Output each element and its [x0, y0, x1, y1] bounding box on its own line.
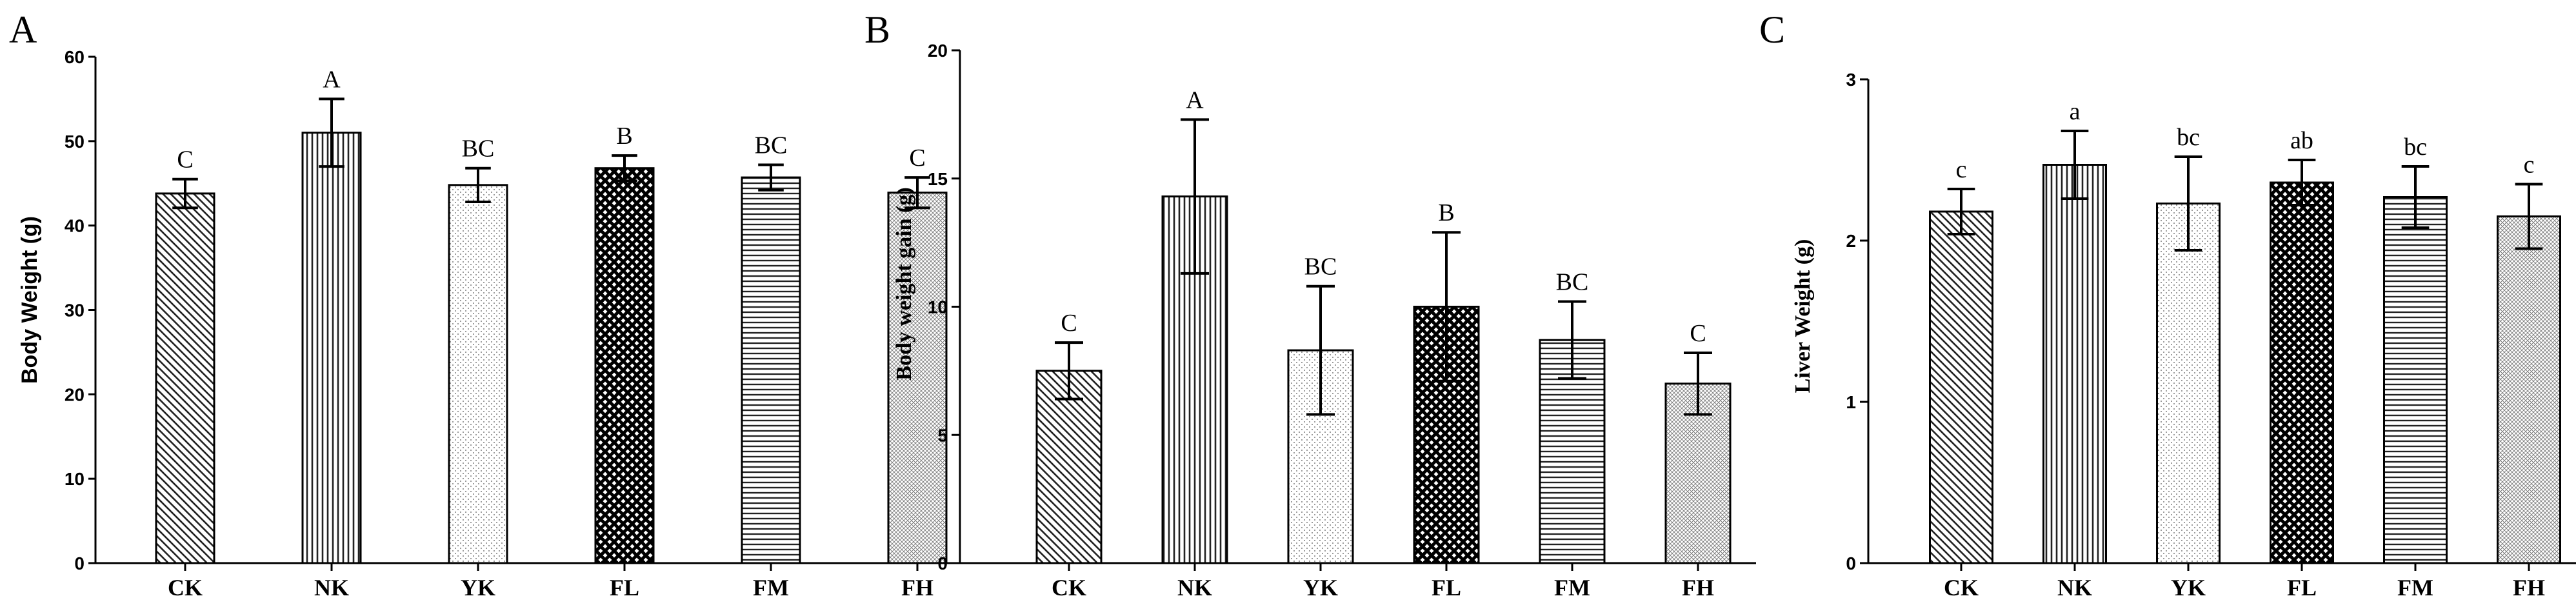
x-tick-label: NK [314, 575, 349, 601]
significance-label: c [2524, 152, 2535, 179]
bar-fh [2497, 215, 2561, 564]
significance-label: B [616, 123, 632, 150]
bar-ck [1929, 210, 1993, 564]
y-tick-label: 10 [65, 469, 85, 489]
significance-label: C [1690, 320, 1706, 347]
panel-letter-c: C [1759, 8, 1785, 51]
bar-fm [2383, 196, 2448, 564]
significance-label: bc [2404, 134, 2427, 161]
y-tick-label: 50 [65, 132, 85, 152]
plot-area: 0 5 10 15 20 CK C NK A YK BC FL B FM BC FH C [928, 41, 1756, 601]
significance-label: C [909, 144, 925, 172]
significance-label: BC [462, 135, 495, 163]
bar-nk [2042, 164, 2107, 564]
significance-label: c [1956, 156, 1967, 183]
x-tick-label: FH [2513, 575, 2545, 601]
x-tick-label: YK [1303, 575, 1338, 601]
x-tick-label: FM [1554, 575, 1590, 601]
bar-fl [594, 167, 655, 564]
significance-label: C [1061, 310, 1077, 337]
y-tick-label: 1 [1846, 392, 1856, 412]
bar-fl [2270, 181, 2334, 564]
significance-label: ab [2290, 127, 2313, 154]
panel-letter-a: A [9, 8, 37, 51]
bar-ck [1035, 370, 1103, 564]
y-axis-title: Body Weight (g) [17, 216, 42, 384]
y-tick-label: 15 [928, 169, 948, 189]
bar-yk [448, 184, 508, 564]
x-tick-label: YK [2171, 575, 2206, 601]
significance-label: a [2070, 98, 2081, 125]
plot-area: 0 1 2 3 CK c NK a YK bc FL ab FM bc FH c [1846, 70, 2576, 601]
y-tick-label: 0 [1846, 553, 1856, 573]
y-tick-label: 40 [65, 216, 85, 236]
x-tick-label: FL [610, 575, 639, 601]
significance-label: BC [1304, 253, 1337, 281]
panel-c: C Liver Weight (g) 0 1 2 3 CK c NK a YK bc FL ab FM b… [1759, 8, 2576, 601]
x-tick-label: YK [461, 575, 495, 601]
bar-fm [741, 176, 801, 564]
panel-letter-b: B [864, 8, 890, 51]
significance-label: BC [1556, 269, 1589, 296]
significance-label: bc [2177, 124, 2200, 151]
significance-label: A [323, 66, 341, 93]
significance-label: C [177, 146, 193, 174]
bar-ck [155, 192, 215, 564]
y-tick-label: 0 [74, 553, 85, 573]
y-tick-label: 60 [65, 47, 85, 67]
bar-yk [2156, 203, 2221, 564]
y-tick-label: 0 [937, 553, 948, 573]
x-tick-label: NK [2057, 575, 2092, 601]
y-axis-title: Body weight gain (g) [892, 187, 916, 380]
x-tick-label: CK [1944, 575, 1979, 601]
x-tick-label: FH [1682, 575, 1714, 601]
panel-b: B Body weight gain (g) 0 5 10 15 20 CK C NK A YK B… [864, 8, 1756, 601]
y-tick-label: 20 [928, 41, 948, 61]
significance-label: A [1186, 86, 1204, 114]
x-tick-label: FH [901, 575, 934, 601]
y-tick-label: 30 [65, 301, 85, 321]
bar-fh [887, 192, 948, 564]
significance-label: B [1438, 199, 1454, 226]
panel-a: A Body Weight (g) 0102030405060CKCNKAYKB… [9, 8, 972, 601]
y-tick-label: 5 [937, 425, 948, 445]
y-tick-label: 2 [1846, 231, 1856, 251]
y-axis-title: Liver Weight (g) [1791, 239, 1815, 393]
y-tick-label: 10 [928, 297, 948, 317]
x-tick-label: FL [2287, 575, 2317, 601]
y-tick-label: 20 [65, 384, 85, 404]
x-tick-label: CK [1052, 575, 1086, 601]
x-tick-label: FM [753, 575, 789, 601]
x-tick-label: FL [1432, 575, 1461, 601]
bar-nk [301, 132, 362, 564]
x-tick-label: FM [2397, 575, 2433, 601]
x-tick-label: NK [1177, 575, 1212, 601]
significance-label: BC [755, 132, 788, 159]
x-tick-label: CK [168, 575, 203, 601]
y-tick-label: 3 [1846, 70, 1856, 90]
